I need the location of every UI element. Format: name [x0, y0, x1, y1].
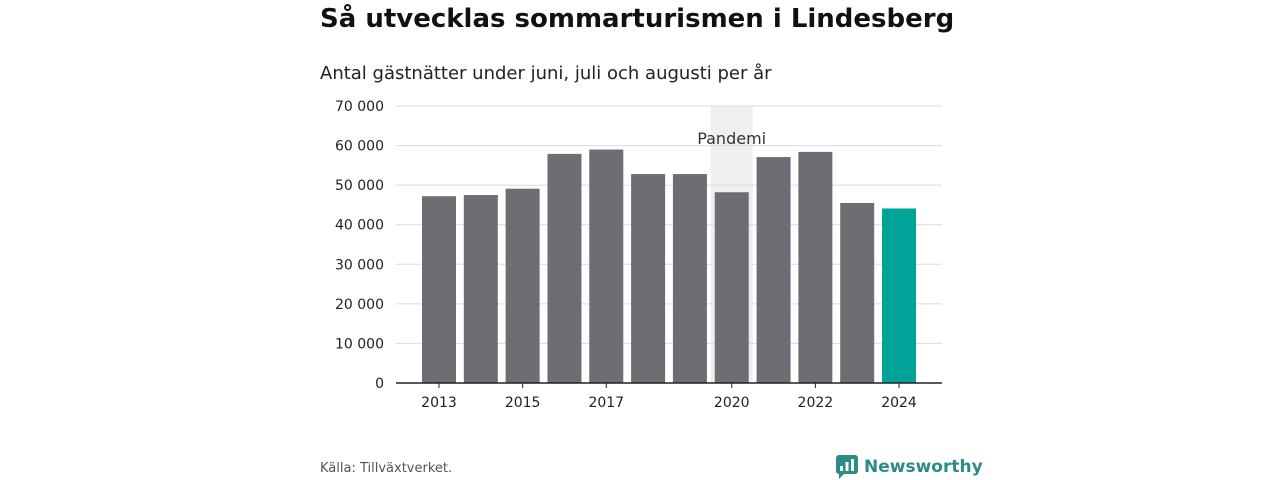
x-tick-label: 2015	[505, 395, 541, 411]
y-tick-label: 60 000	[335, 139, 384, 155]
y-tick-label: 50 000	[335, 178, 384, 194]
y-tick-label: 0	[375, 376, 384, 392]
bar-2022[interactable]	[798, 151, 833, 383]
x-tick-label: 2013	[421, 395, 457, 411]
brand-logo[interactable]: Newsworthy	[836, 455, 983, 479]
y-tick-label: 70 000	[335, 99, 384, 115]
axes: 2013 2015 2017 2020 2022 2024	[396, 382, 942, 411]
bar-2016[interactable]	[547, 153, 582, 383]
bar-2024[interactable]	[882, 208, 917, 383]
source-note: Källa: Tillväxtverket.	[320, 461, 453, 476]
bar-2021[interactable]	[756, 157, 791, 383]
bars	[422, 149, 917, 383]
x-tick-label: 2017	[588, 395, 624, 411]
x-tick-label: 2020	[714, 395, 750, 411]
newsworthy-logo-icon	[836, 455, 858, 479]
y-tick-label: 40 000	[335, 218, 384, 234]
x-tick-label: 2024	[881, 395, 917, 411]
y-tick-label: 30 000	[335, 257, 384, 273]
pandemic-label: Pandemi	[697, 129, 766, 148]
chart-title: Så utvecklas sommarturismen i Lindesberg	[320, 4, 955, 34]
y-tick-label: 10 000	[335, 336, 384, 352]
bar-2020[interactable]	[714, 192, 749, 383]
chart-subtitle: Antal gästnätter under juni, juli och au…	[320, 63, 772, 84]
bar-2019[interactable]	[672, 174, 707, 383]
bar-2013[interactable]	[422, 196, 456, 383]
y-tick-label: 20 000	[335, 297, 384, 313]
bar-2017[interactable]	[589, 149, 624, 383]
bar-2015[interactable]	[505, 188, 540, 383]
bar-2014[interactable]	[463, 195, 498, 383]
x-tick-label: 2022	[798, 395, 834, 411]
bar-2018[interactable]	[631, 174, 666, 383]
bar-2023[interactable]	[840, 202, 875, 383]
brand-name: Newsworthy	[864, 457, 983, 477]
